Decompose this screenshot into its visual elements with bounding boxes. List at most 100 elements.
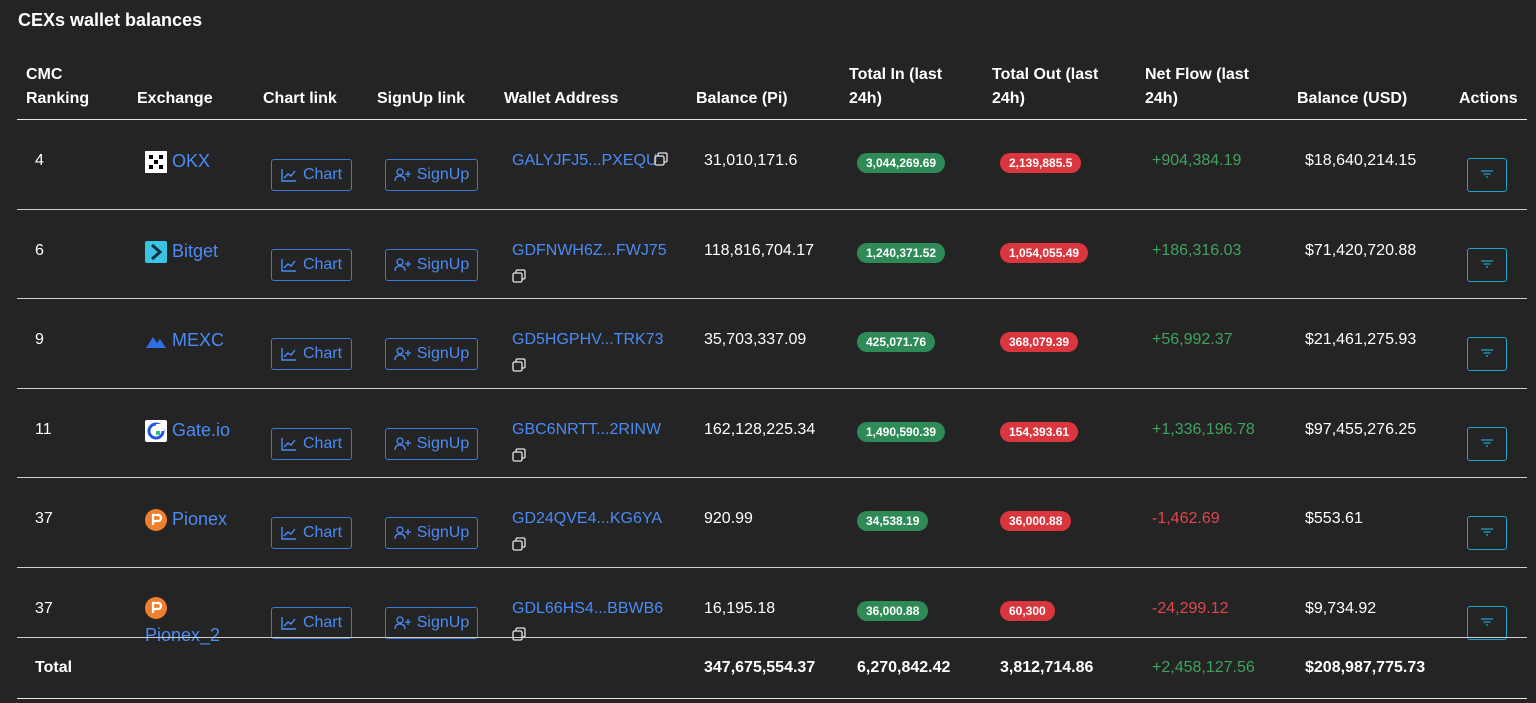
- chart-button[interactable]: Chart: [271, 517, 352, 549]
- wallet-address-link[interactable]: GD5HGPHV...TRK73: [512, 331, 664, 348]
- signup-button[interactable]: SignUp: [385, 159, 478, 191]
- header-balance-pi: Balance (Pi): [696, 90, 788, 107]
- exchange-name[interactable]: OKX: [172, 151, 211, 171]
- exchange-name[interactable]: Pionex: [172, 509, 228, 529]
- header-net-flow: Net Flow (last 24h): [1145, 66, 1250, 107]
- balance-usd-cell: $553.61: [1305, 510, 1363, 527]
- net-flow-cell: -24,299.12: [1152, 600, 1229, 617]
- mexc-logo-icon: [145, 330, 167, 352]
- balance-pi-cell: 162,128,225.34: [704, 421, 816, 438]
- wallet-address-link[interactable]: GBC6NRTT...2RINW: [512, 421, 662, 438]
- gateio-logo-icon: [145, 420, 167, 442]
- wallet-address-link[interactable]: GALYJFJ5...PXEQU: [512, 152, 658, 169]
- user-plus-icon: [394, 347, 411, 361]
- chart-line-icon: [281, 437, 297, 451]
- rank-cell: 11: [35, 421, 52, 438]
- bitget-logo-icon: [145, 241, 167, 263]
- total-total-in: 6,270,842.42: [857, 659, 951, 676]
- filter-action-button[interactable]: [1467, 158, 1507, 192]
- exchange-name[interactable]: MEXC: [172, 330, 225, 350]
- balance-usd-cell: $18,640,214.15: [1305, 152, 1417, 169]
- filter-icon: [1480, 256, 1494, 274]
- filter-action-button[interactable]: [1467, 248, 1507, 282]
- exchange-name[interactable]: Gate.io: [172, 420, 231, 440]
- copy-icon[interactable]: [512, 537, 526, 551]
- total-total-out: 3,812,714.86: [1000, 659, 1094, 676]
- chart-button[interactable]: Chart: [271, 428, 352, 460]
- chart-line-icon: [281, 347, 297, 361]
- chart-button[interactable]: Chart: [271, 159, 352, 191]
- chart-button[interactable]: Chart: [271, 607, 352, 639]
- filter-icon: [1480, 614, 1494, 632]
- wallet-address-link[interactable]: GD24QVE4...KG6YA: [512, 510, 662, 527]
- total-out-badge: 2,139,885.5: [1000, 153, 1082, 173]
- chart-line-icon: [281, 258, 297, 272]
- signup-button[interactable]: SignUp: [385, 338, 478, 370]
- balance-pi-cell: 920.99: [704, 510, 753, 527]
- copy-icon[interactable]: [512, 358, 526, 372]
- balance-usd-cell: $97,455,276.25: [1305, 421, 1417, 438]
- total-out-badge: 36,000.88: [1000, 511, 1072, 531]
- net-flow-cell: +1,336,196.78: [1152, 421, 1255, 438]
- signup-button[interactable]: SignUp: [385, 249, 478, 281]
- header-actions: Actions: [1459, 90, 1518, 107]
- total-in-badge: 36,000.88: [857, 601, 929, 621]
- signup-button[interactable]: SignUp: [385, 517, 478, 549]
- exchange-name[interactable]: Bitget: [172, 241, 219, 261]
- user-plus-icon: [394, 258, 411, 272]
- filter-icon: [1480, 435, 1494, 453]
- chart-line-icon: [281, 616, 297, 630]
- row-divider: [17, 209, 1527, 210]
- total-in-badge: 425,071.76: [857, 332, 936, 352]
- rank-cell: 37: [35, 510, 53, 527]
- total-balance-pi: 347,675,554.37: [704, 659, 816, 676]
- row-divider: [17, 388, 1527, 389]
- filter-action-button[interactable]: [1467, 606, 1507, 640]
- user-plus-icon: [394, 616, 411, 630]
- copy-icon[interactable]: [512, 448, 526, 462]
- total-out-badge: 154,393.61: [1000, 422, 1079, 442]
- header-chart-link: Chart link: [263, 90, 337, 107]
- copy-icon[interactable]: [654, 152, 668, 166]
- balance-pi-cell: 31,010,171.6: [704, 152, 798, 169]
- header-wallet-address: Wallet Address: [504, 90, 619, 107]
- balance-pi-cell: 16,195.18: [704, 600, 776, 617]
- total-divider: [17, 637, 1527, 638]
- row-divider: [17, 298, 1527, 299]
- header-signup-link: SignUp link: [377, 90, 465, 107]
- signup-button[interactable]: SignUp: [385, 428, 478, 460]
- row-divider: [17, 567, 1527, 568]
- exchange-name[interactable]: Pionex_2: [145, 625, 221, 645]
- filter-icon: [1480, 166, 1494, 184]
- wallet-address-link[interactable]: GDFNWH6Z...FWJ75: [512, 242, 667, 259]
- filter-icon: [1480, 345, 1494, 363]
- chart-button[interactable]: Chart: [271, 338, 352, 370]
- net-flow-cell: +56,992.37: [1152, 331, 1233, 348]
- wallet-address-link[interactable]: GDL66HS4...BBWB6: [512, 600, 664, 617]
- signup-button[interactable]: SignUp: [385, 607, 478, 639]
- filter-action-button[interactable]: [1467, 516, 1507, 550]
- total-out-badge: 368,079.39: [1000, 332, 1079, 352]
- total-in-badge: 1,490,590.39: [857, 422, 946, 442]
- chart-button[interactable]: Chart: [271, 249, 352, 281]
- total-net-flow: +2,458,127.56: [1152, 659, 1255, 676]
- user-plus-icon: [394, 168, 411, 182]
- rank-cell: 37: [35, 600, 53, 617]
- net-flow-cell: +186,316.03: [1152, 242, 1242, 259]
- chart-line-icon: [281, 526, 297, 540]
- filter-icon: [1480, 524, 1494, 542]
- filter-action-button[interactable]: [1467, 337, 1507, 371]
- total-in-badge: 1,240,371.52: [857, 243, 946, 263]
- footer-divider: [17, 698, 1527, 699]
- filter-action-button[interactable]: [1467, 427, 1507, 461]
- balance-usd-cell: $21,461,275.93: [1305, 331, 1417, 348]
- header-exchange: Exchange: [137, 90, 213, 107]
- user-plus-icon: [394, 437, 411, 451]
- rank-cell: 4: [35, 152, 44, 169]
- pionex-logo-icon: [145, 509, 167, 531]
- header-balance-usd: Balance (USD): [1297, 90, 1408, 107]
- header-cmc-ranking: CMC Ranking: [26, 66, 90, 107]
- copy-icon[interactable]: [512, 627, 526, 641]
- copy-icon[interactable]: [512, 269, 526, 283]
- balance-pi-cell: 118,816,704.17: [704, 242, 815, 259]
